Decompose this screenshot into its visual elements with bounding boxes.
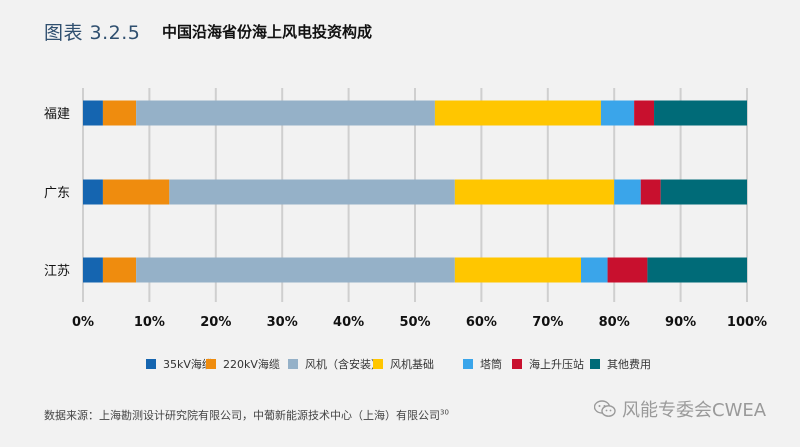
category-label: 福建	[44, 107, 70, 122]
bar-segment	[654, 100, 747, 126]
bar-segment	[634, 100, 655, 126]
data-source: 数据来源：上海勘测设计研究院有限公司，中葡新能源技术中心（上海）有限公司30	[44, 407, 449, 423]
bar-segment	[660, 179, 747, 205]
legend-item: 塔筒	[463, 356, 502, 372]
legend-swatch	[373, 359, 383, 369]
legend-item: 风机基础	[373, 356, 434, 372]
chart-title: 中国沿海省份海上风电投资构成	[162, 23, 373, 41]
bar-segment	[136, 257, 455, 283]
legend-item: 220kV海缆	[206, 356, 280, 372]
bar-segment	[102, 100, 137, 126]
legend-label: 塔筒	[480, 358, 502, 371]
legend-label: 其他费用	[607, 358, 651, 371]
bar-segment	[454, 179, 615, 205]
x-tick-labels: 0% 10% 20% 30% 40% 50% 60% 70% 80% 90% 100%	[72, 315, 767, 330]
category-label: 广东	[44, 186, 70, 201]
x-tick-label: 70%	[532, 315, 563, 330]
legend-label: 220kV海缆	[223, 358, 280, 371]
bar-segment	[169, 179, 455, 205]
x-tick-label: 100%	[727, 315, 767, 330]
bar-segment	[434, 100, 601, 126]
x-tick-label: 80%	[599, 315, 630, 330]
legend-item: 35kV海缆	[146, 356, 213, 372]
legend-swatch	[206, 359, 216, 369]
legend-swatch	[463, 359, 473, 369]
legend-item: 海上升压站	[512, 356, 584, 372]
watermark-text: 风能专委会CWEA	[622, 400, 767, 421]
bar-segment	[136, 100, 435, 126]
legend: 35kV海缆 220kV海缆 风机（含安装） 风机基础 塔筒 海上升压站 其他费用	[0, 356, 800, 374]
bar-segment	[454, 257, 581, 283]
legend-label: 海上升压站	[529, 358, 584, 371]
bar-segment	[102, 179, 170, 205]
source-text: 数据来源：上海勘测设计研究院有限公司，中葡新能源技术中心（上海）有限公司	[44, 409, 440, 422]
figure-label: 图表 3.2.5	[44, 22, 141, 44]
legend-swatch	[590, 359, 600, 369]
bar-segment	[83, 100, 103, 126]
bar-segment	[640, 179, 661, 205]
category-label: 江苏	[44, 263, 70, 279]
bar-segment	[83, 179, 103, 205]
bar-segment	[102, 257, 137, 283]
bar-segment	[607, 257, 648, 283]
bar-segment	[614, 179, 641, 205]
x-tick-label: 30%	[267, 315, 298, 330]
bar-segment	[647, 257, 747, 283]
x-tick-label: 90%	[665, 315, 696, 330]
source-note: 30	[440, 408, 449, 417]
legend-item: 风机（含安装）	[288, 356, 382, 372]
legend-swatch	[146, 359, 156, 369]
wechat-icon	[593, 400, 616, 418]
watermark: 风能专委会CWEA	[593, 396, 767, 422]
bars	[83, 100, 747, 283]
x-tick-label: 0%	[72, 315, 94, 330]
legend-swatch	[512, 359, 522, 369]
bar-segment	[581, 257, 608, 283]
legend-label: 风机基础	[390, 358, 434, 371]
legend-label: 35kV海缆	[163, 358, 213, 371]
bar-segment	[600, 100, 635, 126]
x-tick-label: 50%	[399, 315, 430, 330]
legend-item: 其他费用	[590, 356, 651, 372]
bar-segment	[83, 257, 103, 283]
legend-label: 风机（含安装）	[305, 358, 382, 371]
legend-swatch	[288, 359, 298, 369]
x-tick-label: 20%	[200, 315, 231, 330]
x-tick-label: 60%	[466, 315, 497, 330]
x-tick-label: 40%	[333, 315, 364, 330]
x-tick-label: 10%	[134, 315, 165, 330]
